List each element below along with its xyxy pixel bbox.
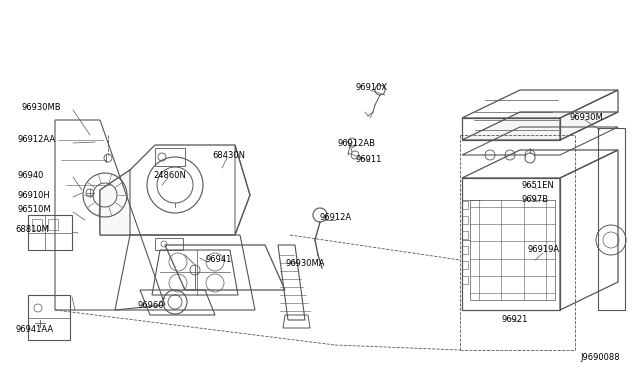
Circle shape xyxy=(313,208,327,222)
Bar xyxy=(155,238,183,250)
Text: 96910H: 96910H xyxy=(18,190,51,199)
Text: 96911: 96911 xyxy=(355,155,381,164)
Circle shape xyxy=(375,85,385,95)
Text: 96941: 96941 xyxy=(205,256,232,264)
Circle shape xyxy=(348,138,356,146)
Bar xyxy=(155,148,185,166)
Text: 96941AA: 96941AA xyxy=(15,326,53,334)
Text: 9697B: 9697B xyxy=(522,195,549,203)
Text: 96912AA: 96912AA xyxy=(18,135,56,144)
Text: 96940: 96940 xyxy=(18,170,44,180)
Text: 96960: 96960 xyxy=(138,301,164,310)
Bar xyxy=(32,219,42,230)
Polygon shape xyxy=(462,112,618,140)
Bar xyxy=(48,219,58,230)
Text: 68430N: 68430N xyxy=(212,151,245,160)
Circle shape xyxy=(351,151,359,159)
Text: 96910X: 96910X xyxy=(355,83,387,93)
Polygon shape xyxy=(100,170,130,235)
Text: 96919A: 96919A xyxy=(528,246,560,254)
Circle shape xyxy=(525,153,535,163)
Text: 96912AB: 96912AB xyxy=(338,138,376,148)
Text: 68810M: 68810M xyxy=(15,225,49,234)
Text: 24860N: 24860N xyxy=(153,170,186,180)
Text: 96930MA: 96930MA xyxy=(285,259,324,267)
Text: 96930MB: 96930MB xyxy=(22,103,61,112)
Text: 96930M: 96930M xyxy=(570,113,604,122)
Text: J9690088: J9690088 xyxy=(580,353,620,362)
Text: 96912A: 96912A xyxy=(320,214,352,222)
Text: 96921: 96921 xyxy=(502,315,529,324)
Text: 96510M: 96510M xyxy=(18,205,52,215)
Text: 9651EN: 9651EN xyxy=(522,182,555,190)
